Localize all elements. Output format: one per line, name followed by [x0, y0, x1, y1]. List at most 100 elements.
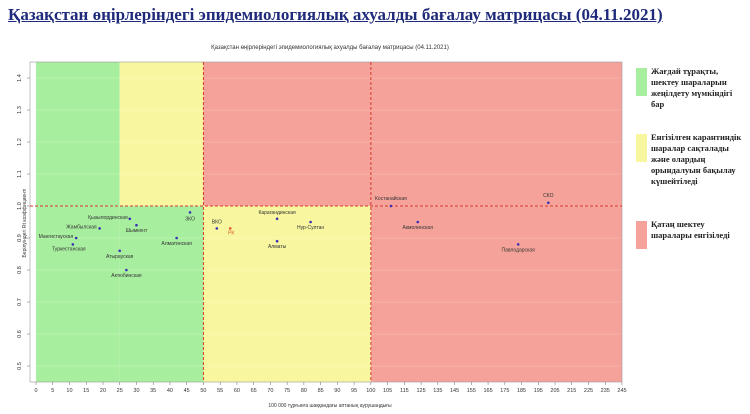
data-point-label: ВКО: [212, 219, 222, 225]
data-point: [98, 227, 101, 230]
data-points: Қызылординская ЗКО Жамбылская Шымкент Мангис…: [39, 193, 554, 279]
page-title: Қазақстан өңірлеріндегі эпидемиологиялық…: [8, 5, 663, 24]
data-point: [74, 236, 78, 240]
x-tick-label: 135: [433, 388, 442, 394]
y-tick-label: 1.3: [17, 106, 23, 114]
data-point: [275, 239, 279, 243]
x-tick-label: 125: [416, 388, 425, 394]
x-tick-label: 25: [117, 388, 123, 394]
legend-swatch-red: [636, 221, 647, 249]
legend-label-red: Қатаң шектеу шаралары енгізіледі: [651, 219, 730, 240]
x-tick-label: 80: [301, 388, 307, 394]
data-point-label: СКО: [543, 193, 553, 199]
chart-title: Қазақстан өңірлеріндегі эпидемиологиялық…: [211, 45, 449, 51]
data-point-label: Туркестанская: [52, 246, 86, 252]
data-point-label: Павлодарская: [502, 247, 536, 253]
x-tick-label: 20: [100, 388, 106, 394]
zone-3: [203, 62, 371, 206]
data-point: [135, 223, 138, 227]
legend-swatch-yellow: [636, 134, 647, 162]
y-tick-label: 1.0: [17, 202, 23, 210]
x-tick-label: 155: [467, 388, 476, 394]
legend-swatch-green: [636, 68, 647, 96]
threshold-lines: [30, 62, 622, 382]
data-point: [118, 249, 122, 253]
y-axis-title: Берілуіндегі Rt коэффициенті: [22, 188, 28, 258]
data-point-label: РК: [228, 230, 234, 236]
data-point: [175, 236, 178, 240]
data-point-label: Мангистауская: [39, 234, 74, 240]
x-tick-label: 50: [200, 388, 206, 394]
x-tick-label: 70: [267, 388, 273, 394]
x-tick-label: 0: [34, 388, 37, 394]
data-point: [71, 243, 75, 246]
data-point: [215, 227, 219, 230]
x-tick-label: 105: [383, 388, 392, 394]
data-point-label: Актюбинская: [111, 273, 142, 279]
x-axis-title: 100 000 тұрғынға шаққандағы аптаның ауру…: [268, 403, 392, 409]
data-point: [389, 204, 393, 208]
y-tick-label: 0.9: [17, 234, 23, 242]
y-tick-label: 0.6: [17, 330, 23, 338]
data-point: [228, 227, 232, 230]
y-tick-label: 0.8: [17, 266, 23, 274]
x-tick-label: 95: [351, 388, 357, 394]
x-tick-label: 10: [66, 388, 72, 394]
y-tick-label: 0.7: [17, 298, 23, 306]
x-axis-ticks: 0 5 10 15 20 25 30 35 40 45 50 55 60 65 70 75 80 85 90 95 10…: [34, 382, 627, 394]
x-tick-label: 175: [500, 388, 509, 394]
zone-1: [119, 62, 204, 206]
data-point-label: Атырауская: [106, 254, 134, 260]
zone-5: [370, 62, 622, 382]
data-point-label: Алматинская: [161, 241, 192, 247]
risk-zones: [29, 61, 623, 383]
data-point: [128, 217, 132, 221]
data-point: [516, 243, 520, 246]
x-tick-label: 60: [234, 388, 240, 394]
x-tick-label: 40: [167, 388, 173, 394]
x-tick-label: 15: [83, 388, 89, 394]
data-point: [309, 220, 312, 224]
x-tick-label: 245: [617, 388, 626, 394]
data-point: [188, 211, 192, 214]
data-point-label: Нур-Султан: [297, 225, 324, 231]
x-tick-label: 145: [450, 388, 459, 394]
y-tick-label: 0.5: [17, 362, 23, 370]
x-tick-label: 205: [550, 388, 559, 394]
x-tick-label: 235: [601, 388, 610, 394]
legend-label-green: Жағдай тұрақты, шектеу шараларын жеңілде…: [651, 66, 733, 109]
data-point: [125, 268, 128, 272]
x-tick-label: 195: [534, 388, 543, 394]
data-point: [416, 220, 420, 224]
data-point-label: Акмолинская: [403, 225, 434, 231]
plot-frame: [29, 61, 623, 383]
x-tick-label: 165: [483, 388, 492, 394]
chart-grid: [30, 77, 622, 367]
zone-0: [36, 62, 120, 382]
data-point-label: ЗКО: [185, 216, 195, 222]
x-tick-label: 215: [567, 388, 576, 394]
x-tick-label: 185: [517, 388, 526, 394]
x-tick-label: 5: [51, 388, 54, 394]
y-axis-ticks: 0.5 0.6 0.7 0.8 0.9 1.0 1.1 1.2 1.3 1.4: [17, 74, 30, 370]
data-point-label: Шымкент: [126, 228, 148, 234]
x-tick-label: 35: [150, 388, 156, 394]
zone-2: [119, 206, 204, 382]
x-tick-label: 85: [318, 388, 324, 394]
x-tick-label: 90: [334, 388, 340, 394]
x-tick-label: 225: [584, 388, 593, 394]
x-tick-label: 55: [217, 388, 223, 394]
data-point-label: Қызылординская: [88, 215, 128, 221]
y-tick-label: 1.4: [17, 74, 23, 82]
zone-4: [203, 206, 371, 382]
data-point-label: Карагандинская: [258, 210, 296, 216]
x-tick-label: 30: [133, 388, 139, 394]
y-tick-label: 1.2: [17, 138, 23, 146]
x-tick-label: 65: [251, 388, 257, 394]
y-tick-label: 1.1: [17, 170, 23, 178]
x-tick-label: 75: [284, 388, 290, 394]
data-point-label: Алматы: [268, 244, 287, 250]
data-point-label: Костанайская: [375, 195, 407, 202]
x-tick-label: 115: [400, 388, 409, 394]
